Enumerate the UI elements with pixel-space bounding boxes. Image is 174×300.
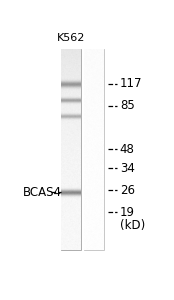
Bar [61,49,81,250]
Text: 117: 117 [120,77,142,90]
Text: 19: 19 [120,206,135,219]
Text: 26: 26 [120,184,135,197]
Text: (kD): (kD) [120,219,145,232]
Text: 34: 34 [120,162,135,175]
Text: 85: 85 [120,100,135,112]
Text: K562: K562 [57,33,85,43]
Text: BCAS4: BCAS4 [23,186,62,199]
Bar [84,49,104,250]
Text: 48: 48 [120,143,135,156]
